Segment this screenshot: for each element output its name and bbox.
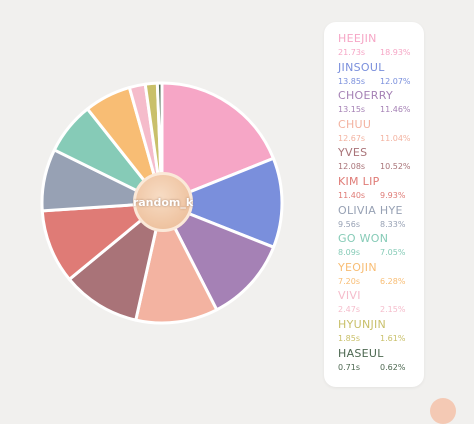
legend-stats: 11.40s 9.93% [338,190,424,201]
legend-percent: 9.93% [380,191,406,200]
legend-stats: 21.73s 18.93% [338,47,424,58]
legend-percent: 18.93% [380,48,411,57]
legend-stats: 13.15s 11.46% [338,104,424,115]
legend-name: HYUNJIN [338,318,387,331]
legend-percent: 2.15% [380,305,406,315]
legend-stats: 9.56s 8.33% [338,219,424,230]
legend-stats: 12.08s 10.52% [338,161,424,172]
legend-percent: 10.52% [380,162,411,172]
legend-percent: 1.61% [380,334,406,343]
legend-name: HASEUL [338,346,384,360]
legend-item: HEEJIN 21.73s 18.93% [338,32,424,58]
legend-item: YVES 12.08s 10.52% [338,146,424,172]
legend-name: YEOJIN [338,260,377,274]
legend-percent: 11.04% [380,133,411,143]
legend-time: 13.15s [338,105,366,115]
center-label: random_k [132,195,194,209]
legend-time: 12.67s [338,133,366,143]
legend-name: CHUU [338,117,372,131]
legend-stats: 1.85s 1.61% [338,333,424,344]
legend-item: GO WON 8.09s 7.05% [338,232,424,258]
legend-item: CHUU 12.67s 11.04% [338,118,424,144]
pie-slice-jinsoul [160,156,284,249]
legend-time: 7.20s [338,276,360,286]
corner-decoration [430,398,456,424]
legend-item: HASEUL 0.71s 0.62% [338,347,424,373]
legend-time: 9.56s [338,219,360,229]
legend-time: 13.85s [338,76,366,86]
legend-name: YVES [338,146,368,160]
legend-item: YEOJIN 7.20s 6.28% [338,261,424,287]
legend-stats: 2.47s 2.15% [338,304,424,315]
legend-name: OLIVIA HYE [338,203,403,217]
legend-stats: 8.09s 7.05% [338,247,424,258]
legend-time: 21.73s [338,48,366,57]
legend-item: JINSOUL 13.85s 12.07% [338,61,424,87]
legend-time: 11.40s [338,191,366,200]
center-avatar: random_k [133,172,193,232]
pie-slice-yves [67,201,164,322]
legend-percent: 8.33% [380,219,406,229]
legend-stats: 12.67s 11.04% [338,133,424,144]
legend-item: OLIVIA HYE 9.56s 8.33% [338,204,424,230]
legend-percent: 12.07% [380,76,411,86]
legend: HEEJIN 21.73s 18.93% JINSOUL 13.85s 12.07% CHO… [324,22,424,387]
legend-name: KIM LIP [338,175,380,188]
legend-name: CHOERRY [338,89,393,103]
pie-slice-choerry [160,201,276,312]
legend-stats: 0.71s 0.62% [338,362,424,373]
legend-percent: 0.62% [380,362,406,372]
legend-item: CHOERRY 13.15s 11.46% [338,89,424,115]
pie-chart [40,81,284,325]
legend-percent: 6.28% [380,276,406,286]
legend-name: JINSOUL [338,60,385,74]
legend-stats: 7.20s 6.28% [338,276,424,287]
legend-time: 1.85s [338,334,360,343]
pie-slice-heejin [160,81,275,205]
chart-scene: random_k HEEJIN 21.73s 18.93% JINSOUL 13.85s… [40,22,456,424]
legend-item: VIVI 2.47s 2.15% [338,289,424,315]
legend-item: HYUNJIN 1.85s 1.61% [338,318,424,344]
legend-percent: 11.46% [380,105,411,115]
legend-time: 0.71s [338,362,360,372]
legend-percent: 7.05% [380,248,406,258]
legend-name: HEEJIN [338,32,377,45]
legend-time: 12.08s [338,162,366,172]
legend-stats: 13.85s 12.07% [338,76,424,87]
legend-time: 2.47s [338,305,360,315]
legend-name: GO WON [338,232,389,246]
legend-name: VIVI [338,289,361,303]
legend-item: KIM LIP 11.40s 9.93% [338,175,424,201]
legend-time: 8.09s [338,248,360,258]
